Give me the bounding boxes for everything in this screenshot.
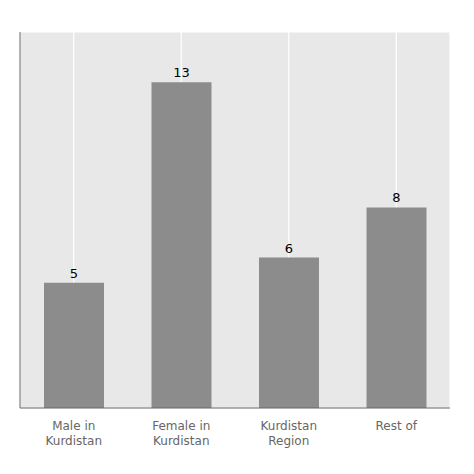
svg-text:KurdistanRegion: KurdistanRegion [261, 419, 317, 448]
svg-text:8: 8 [392, 190, 400, 205]
svg-text:Rest of: Rest of [375, 419, 417, 433]
svg-text:6: 6 [285, 241, 293, 256]
svg-text:Female inKurdistan: Female inKurdistan [152, 419, 210, 448]
svg-text:13: 13 [173, 65, 190, 80]
svg-text:Male inKurdistan: Male inKurdistan [46, 419, 102, 448]
svg-text:5: 5 [70, 266, 78, 281]
